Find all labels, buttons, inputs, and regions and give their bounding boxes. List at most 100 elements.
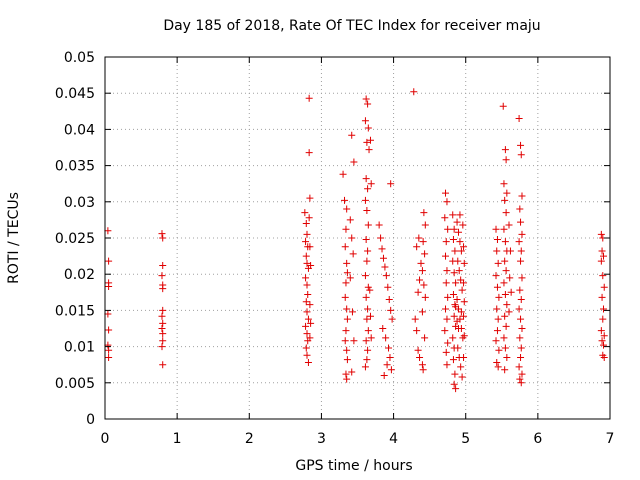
data-point [342,327,350,335]
data-point [502,267,510,275]
data-point [518,192,526,200]
data-point [413,327,421,335]
data-point [452,385,460,393]
data-point [302,344,310,352]
data-point [302,274,310,282]
data-point [493,305,501,313]
data-point [306,243,314,251]
x-tick-label: 4 [389,431,398,447]
data-point [343,259,351,267]
data-point [159,262,167,270]
data-point [453,296,461,304]
data-point [450,312,458,320]
data-point [600,283,608,291]
data-point [442,238,450,246]
y-tick-label: 0.005 [55,376,95,392]
data-point [418,361,426,369]
data-point [599,272,607,280]
data-point [382,334,390,342]
data-point [460,259,468,267]
data-point [346,216,354,224]
data-point [494,363,502,371]
data-point [600,252,608,260]
data-point [499,102,507,110]
data-point [342,225,350,233]
x-tick-label: 6 [533,431,542,447]
data-point [361,363,369,371]
data-point [342,279,350,287]
data-point [382,272,390,280]
data-point [500,279,508,287]
data-point [387,366,395,374]
y-tick-label: 0.045 [55,86,95,102]
y-tick-label: 0.02 [64,267,95,283]
data-point [378,245,386,253]
data-point [515,238,523,246]
data-point [495,293,503,301]
data-point [414,288,422,296]
data-point [343,375,351,383]
data-point [306,194,314,202]
data-point [379,254,387,262]
data-point [493,247,501,255]
x-tick-label: 1 [173,431,182,447]
data-point [158,325,166,332]
data-point [455,267,463,275]
data-point [457,308,465,316]
data-point [350,158,358,166]
data-point [455,325,462,332]
data-point [363,257,371,265]
data-point [501,146,509,154]
data-point [303,351,311,359]
data-point [418,267,426,275]
x-tick-label: 5 [461,431,470,447]
data-point [158,312,166,320]
y-tick-label: 0.03 [64,195,95,211]
data-point [452,303,460,311]
data-point [384,283,392,291]
data-point [517,218,525,226]
data-point [501,257,509,265]
data-point [416,276,424,284]
data-point [421,334,429,342]
data-point [105,326,113,334]
data-point [386,353,394,361]
data-point [387,306,395,314]
data-point [500,334,508,342]
data-point [302,252,310,260]
data-point [159,285,167,293]
data-point [346,274,354,282]
data-point [449,356,457,364]
data-point [517,257,525,265]
data-point [458,286,466,294]
data-point [343,269,351,277]
data-point [500,225,508,233]
data-point [304,315,312,323]
data-point [387,180,395,188]
data-point [515,363,523,371]
data-point [418,308,426,316]
data-point [419,366,427,374]
data-point [302,322,310,330]
data-point [366,286,374,294]
data-point [503,301,511,309]
data-point [493,235,501,243]
data-point [343,205,351,213]
x-axis-title: GPS time / hours [295,458,412,474]
data-point [460,312,468,320]
data-point [348,234,356,242]
data-point [516,334,524,342]
data-point [388,315,396,323]
data-point [350,337,358,345]
data-point [457,276,465,284]
data-point [364,247,372,255]
data-point [515,305,523,313]
data-point [303,330,311,338]
data-point [494,259,502,267]
data-point [159,337,167,345]
data-point [503,189,511,197]
data-point [364,185,372,193]
data-point [502,322,510,330]
data-point [303,230,311,238]
data-point [419,238,427,246]
